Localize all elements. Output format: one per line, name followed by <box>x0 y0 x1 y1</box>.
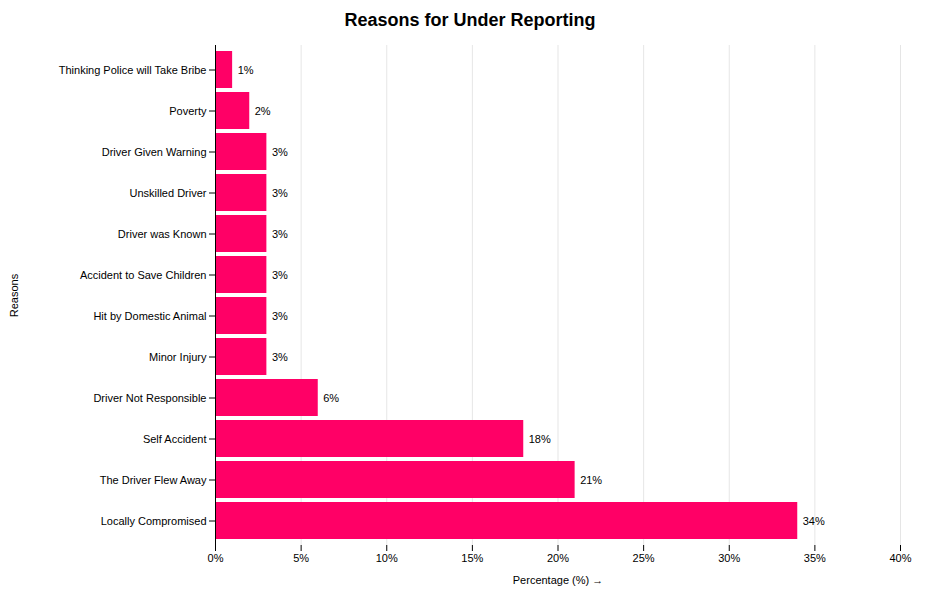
svg-text:1%: 1% <box>238 64 254 76</box>
svg-text:Driver Given Warning: Driver Given Warning <box>102 146 207 158</box>
svg-text:The Driver Flew Away: The Driver Flew Away <box>100 474 207 486</box>
svg-text:10%: 10% <box>376 552 398 564</box>
svg-text:Accident to Save Children: Accident to Save Children <box>80 269 207 281</box>
svg-text:3%: 3% <box>272 187 288 199</box>
svg-text:3%: 3% <box>272 228 288 240</box>
svg-text:Hit by Domestic Animal: Hit by Domestic Animal <box>93 310 206 322</box>
svg-text:6%: 6% <box>323 392 339 404</box>
svg-text:34%: 34% <box>803 515 825 527</box>
svg-text:Reasons: Reasons <box>8 273 20 317</box>
svg-text:15%: 15% <box>461 552 483 564</box>
svg-text:Self Accident: Self Accident <box>143 433 207 445</box>
svg-text:2%: 2% <box>255 105 271 117</box>
svg-text:3%: 3% <box>272 351 288 363</box>
svg-text:Driver was Known: Driver was Known <box>118 228 207 240</box>
svg-text:18%: 18% <box>529 433 551 445</box>
html-text:Reasons for Under Reporting: Reasons for Under Reporting <box>344 10 596 30</box>
svg-text:3%: 3% <box>272 146 288 158</box>
svg-text:35%: 35% <box>804 552 826 564</box>
svg-text:25%: 25% <box>633 552 655 564</box>
svg-text:Minor Injury: Minor Injury <box>149 351 207 363</box>
svg-text:30%: 30% <box>718 552 740 564</box>
svg-text:5%: 5% <box>293 552 309 564</box>
svg-text:0%: 0% <box>208 552 224 564</box>
svg-text:Locally Compromised: Locally Compromised <box>101 515 207 527</box>
svg-text:40%: 40% <box>889 552 911 564</box>
svg-text:3%: 3% <box>272 269 288 281</box>
svg-text:Unskilled Driver: Unskilled Driver <box>129 187 206 199</box>
svg-text:Poverty: Poverty <box>169 105 207 117</box>
svg-text:3%: 3% <box>272 310 288 322</box>
svg-text:Percentage (%) →: Percentage (%) → <box>513 574 603 586</box>
svg-text:Driver Not Responsible: Driver Not Responsible <box>93 392 206 404</box>
svg-text:21%: 21% <box>580 474 602 486</box>
svg-text:20%: 20% <box>547 552 569 564</box>
svg-text:Thinking Police will Take Brib: Thinking Police will Take Bribe <box>59 64 207 76</box>
